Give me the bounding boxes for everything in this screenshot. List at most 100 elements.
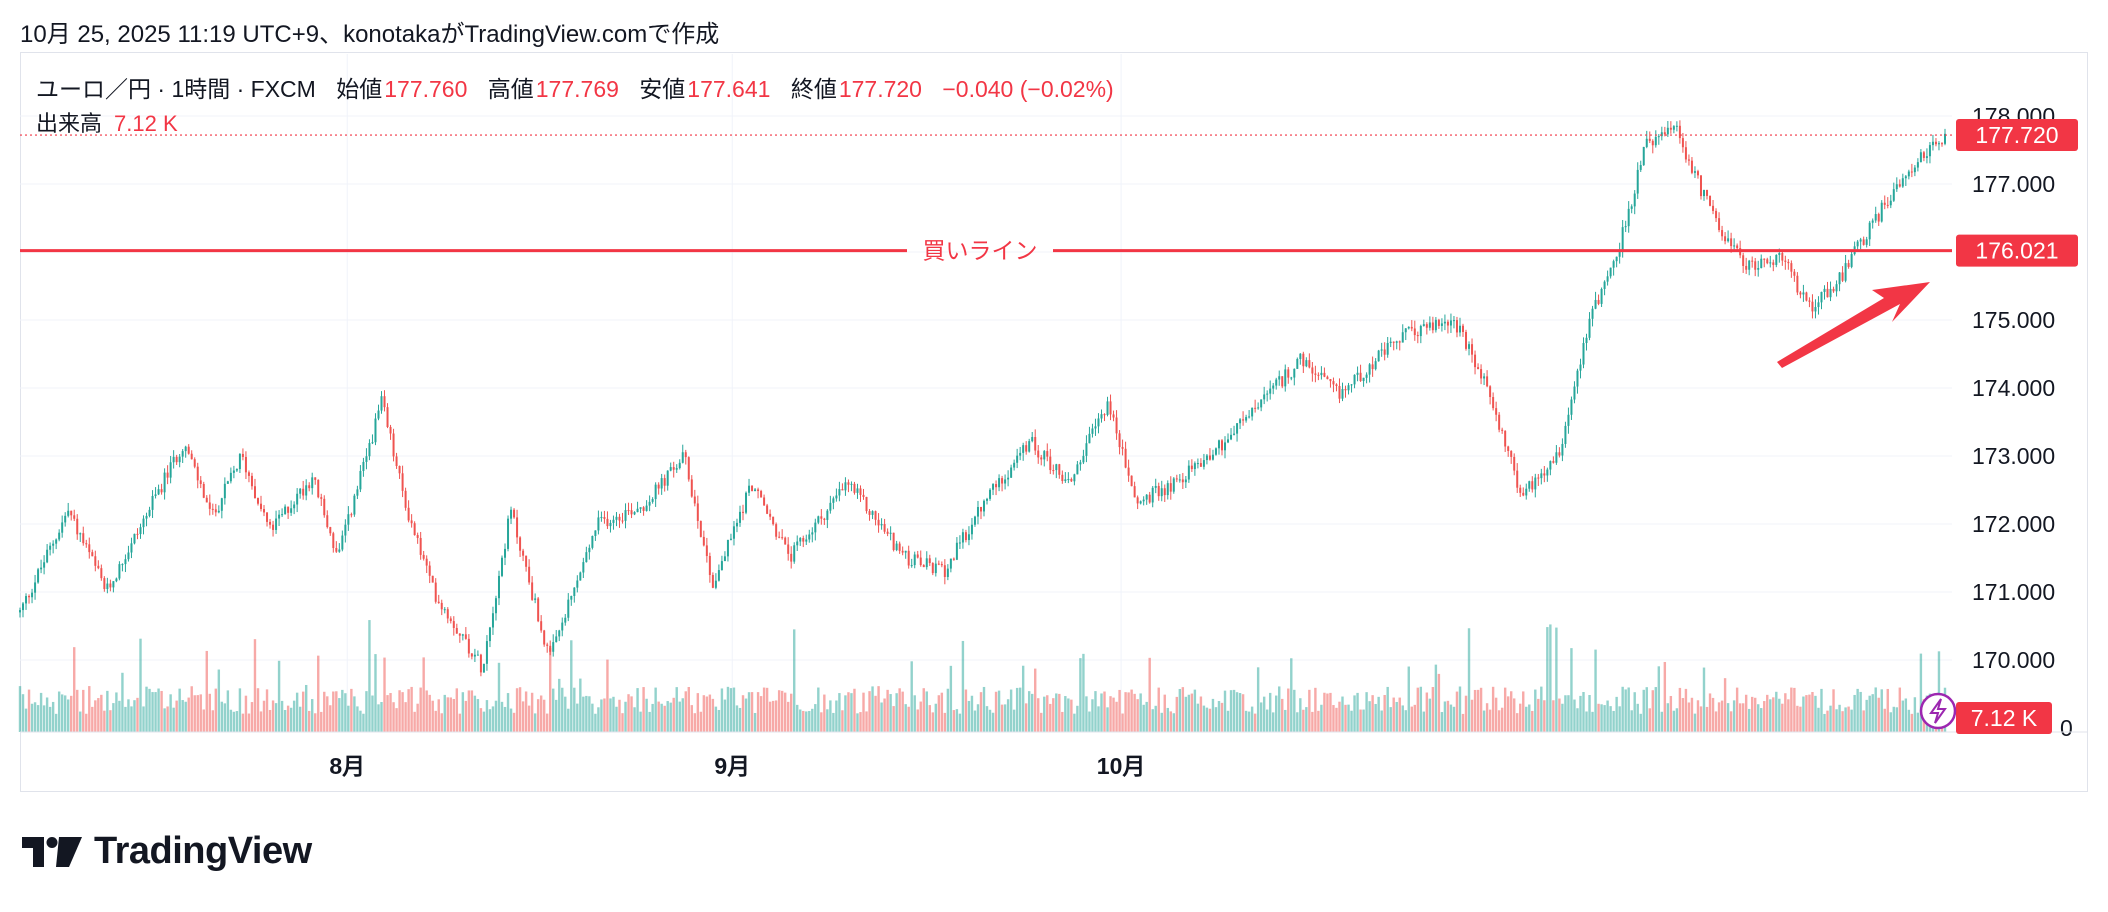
volume-bar bbox=[1064, 696, 1067, 732]
volume-bar bbox=[1790, 687, 1793, 732]
candle-body bbox=[314, 477, 317, 480]
candle-body bbox=[290, 508, 293, 513]
volume-bar bbox=[1431, 687, 1435, 732]
arrow-shape bbox=[1777, 282, 1930, 368]
volume-bar bbox=[1907, 709, 1911, 732]
volume-bar bbox=[844, 695, 847, 732]
volume-bar bbox=[1217, 701, 1221, 732]
volume-bar bbox=[1820, 688, 1823, 732]
candle-body bbox=[684, 452, 687, 458]
volume-bar bbox=[512, 712, 516, 732]
candle-body bbox=[1425, 324, 1428, 328]
volume-bar bbox=[747, 692, 751, 732]
volume-bar bbox=[1482, 710, 1486, 732]
volume-bar bbox=[786, 701, 790, 732]
volume-bar bbox=[1509, 691, 1513, 732]
symbol-label[interactable]: ユーロ／円 · 1時間 · FXCM bbox=[36, 76, 316, 102]
chart-frame[interactable] bbox=[20, 52, 2088, 792]
candle-body bbox=[1928, 145, 1931, 157]
volume-bar bbox=[1052, 698, 1055, 732]
volume-bar bbox=[1320, 704, 1323, 732]
candle-body bbox=[320, 497, 323, 499]
volume-bar bbox=[1856, 688, 1859, 732]
candle-body bbox=[907, 550, 910, 566]
candle-body bbox=[808, 534, 811, 540]
candle-body bbox=[1389, 341, 1392, 344]
candle-body bbox=[226, 481, 229, 484]
candle-body bbox=[94, 556, 97, 566]
volume-bar bbox=[973, 710, 977, 732]
candle-body bbox=[549, 645, 552, 652]
candle-body bbox=[284, 506, 287, 515]
volume-bar bbox=[976, 704, 980, 732]
candle-body bbox=[1208, 455, 1211, 460]
volume-bar bbox=[446, 697, 449, 732]
candle-body bbox=[1675, 125, 1678, 127]
candle-body bbox=[1224, 442, 1227, 451]
volume-bar bbox=[988, 709, 992, 732]
candle-body bbox=[600, 517, 603, 519]
volume-bar bbox=[1865, 699, 1868, 732]
volume-bar bbox=[1814, 695, 1817, 732]
candle-body bbox=[392, 433, 395, 457]
candle-body bbox=[1443, 321, 1446, 324]
volume-bar bbox=[163, 708, 166, 732]
candle-body bbox=[1109, 401, 1112, 415]
candle-body bbox=[573, 587, 576, 596]
candle-body bbox=[1775, 254, 1778, 265]
candle-body bbox=[1510, 450, 1513, 457]
candle-body bbox=[1748, 260, 1751, 270]
candle-body bbox=[491, 613, 494, 628]
candle-body bbox=[1058, 464, 1061, 475]
candle-body bbox=[1693, 171, 1696, 173]
volume-bar bbox=[1757, 704, 1760, 732]
candle-body bbox=[1763, 258, 1766, 260]
volume-bar bbox=[190, 686, 193, 732]
candle-body bbox=[510, 509, 513, 519]
volume-bar bbox=[292, 700, 296, 732]
candle-body bbox=[711, 575, 714, 588]
candle-body bbox=[1757, 268, 1760, 270]
volume-bar bbox=[524, 691, 528, 732]
candle-body bbox=[699, 520, 702, 537]
volume-bar bbox=[1326, 693, 1329, 732]
volume-bar bbox=[545, 713, 549, 732]
candle-body bbox=[1332, 381, 1335, 385]
candle-body bbox=[187, 446, 190, 454]
price-axis[interactable]: 170.000 171.000 172.000 173.000 174.000 175.0… bbox=[1972, 103, 2073, 741]
candle-body bbox=[1061, 474, 1064, 482]
volume-bar bbox=[919, 701, 922, 732]
lightning-icon[interactable] bbox=[1919, 692, 1957, 730]
time-axis[interactable]: 8月 9月 10月 bbox=[20, 731, 2088, 779]
volume-bar bbox=[1091, 699, 1094, 732]
volume-bar bbox=[1823, 713, 1826, 732]
volume-bar bbox=[1615, 696, 1618, 732]
volume-bar bbox=[871, 686, 874, 732]
candle-body bbox=[401, 473, 404, 491]
volume-bar bbox=[1220, 702, 1224, 732]
volume-bar bbox=[280, 700, 284, 732]
volume-bar bbox=[660, 703, 663, 732]
volume-bar bbox=[1850, 709, 1853, 732]
candle-body bbox=[745, 492, 748, 513]
tradingview-logo-icon bbox=[22, 836, 82, 867]
candle-body bbox=[58, 532, 61, 540]
candle-body bbox=[1211, 454, 1214, 460]
candle-body bbox=[995, 484, 998, 488]
candle-body bbox=[1504, 430, 1507, 447]
candle-body bbox=[639, 507, 642, 509]
candle-body bbox=[31, 592, 34, 598]
volume-bar bbox=[1606, 700, 1609, 732]
candle-body bbox=[847, 482, 850, 485]
candle-body bbox=[455, 627, 458, 634]
buy-line[interactable]: 買いライン bbox=[20, 238, 1952, 264]
candle-body bbox=[64, 515, 67, 523]
candle-body bbox=[814, 522, 817, 533]
volume-bar bbox=[1519, 703, 1522, 732]
volume-bar bbox=[67, 699, 70, 732]
volume-bar bbox=[407, 689, 410, 732]
candle-body bbox=[1296, 358, 1299, 369]
candle-body bbox=[1847, 263, 1850, 267]
candle-body bbox=[648, 501, 651, 506]
